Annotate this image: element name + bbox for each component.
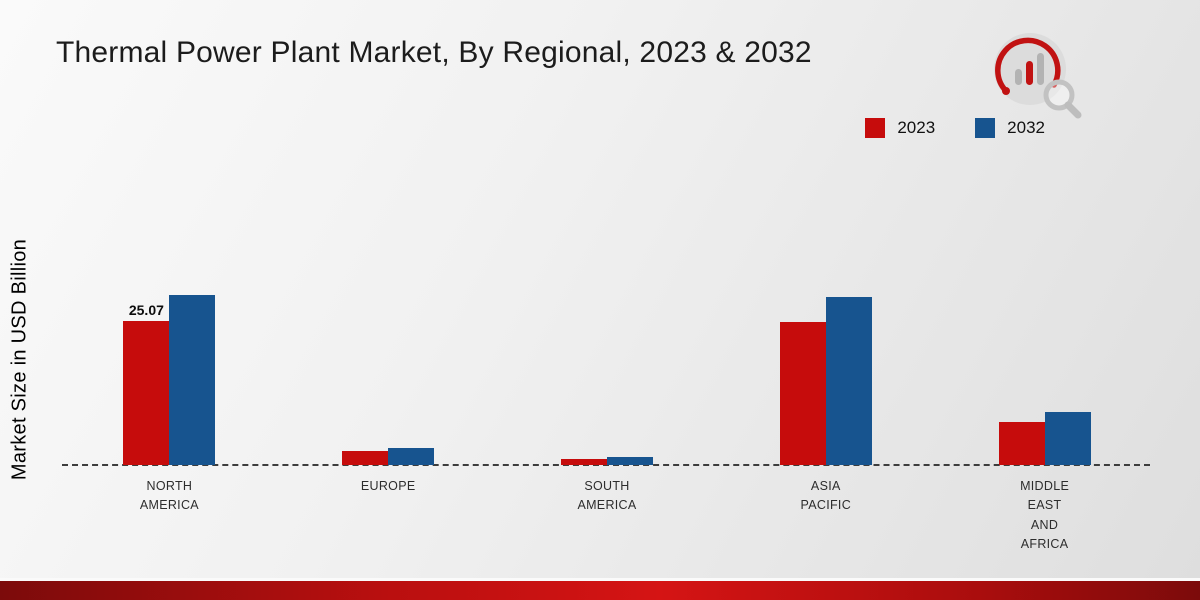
legend-swatch <box>975 118 996 138</box>
bar-value-label: 25.07 <box>128 302 164 318</box>
category-label: SOUTH AMERICA <box>577 479 637 513</box>
bar-2032 <box>606 457 653 465</box>
bottom-accent-strip <box>0 578 1200 600</box>
bar-2032 <box>169 295 216 465</box>
bar-2032 <box>388 448 435 465</box>
bar-2032 <box>1044 412 1091 465</box>
bar-2023: 25.07 <box>123 302 170 465</box>
category-label: MIDDLE EAST AND AFRICA <box>1020 479 1070 552</box>
category-group: ASIA PACIFIC <box>779 281 872 512</box>
category-group: MIDDLE EAST AND AFRICA <box>998 281 1091 551</box>
zero-baseline <box>62 464 1150 466</box>
legend: 2023 2032 <box>865 118 1045 138</box>
legend-item-2023: 2023 <box>865 118 935 138</box>
bar-2023 <box>998 422 1045 465</box>
chart-title: Thermal Power Plant Market, By Regional,… <box>56 36 812 69</box>
bar-2023 <box>779 322 826 465</box>
legend-item-2032: 2032 <box>975 118 1045 138</box>
bar-chart-magnifier-logo <box>994 33 1082 119</box>
category-label: ASIA PACIFIC <box>800 479 852 513</box>
bar-chart-plot-area: 25.07 NORTH AMERICA EUROPE SOUTH AMERICA ASIA P… <box>60 281 1154 551</box>
bar-2032 <box>825 297 872 465</box>
legend-label: 2023 <box>897 118 936 137</box>
bar-2023 <box>560 459 607 465</box>
category-group: 25.07 NORTH AMERICA <box>123 281 216 512</box>
category-label: NORTH AMERICA <box>139 479 199 513</box>
bar-2023 <box>342 451 389 465</box>
category-group: EUROPE <box>342 281 435 493</box>
category-label: EUROPE <box>360 479 416 493</box>
legend-swatch <box>865 118 886 138</box>
y-axis-label: Market Size in USD Billion <box>8 238 31 481</box>
legend-label: 2032 <box>1007 118 1045 137</box>
category-group: SOUTH AMERICA <box>560 281 653 512</box>
